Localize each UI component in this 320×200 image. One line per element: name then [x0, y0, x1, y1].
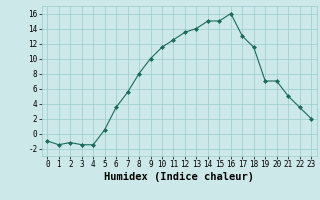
X-axis label: Humidex (Indice chaleur): Humidex (Indice chaleur) [104, 172, 254, 182]
